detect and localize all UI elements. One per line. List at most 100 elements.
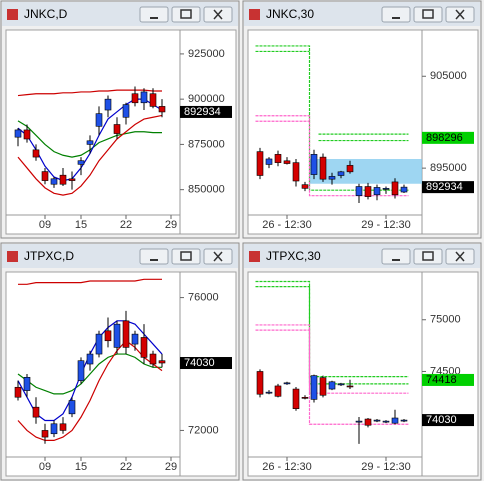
candle-body xyxy=(59,423,67,431)
button-face[interactable] xyxy=(139,6,169,23)
candle-body xyxy=(301,397,309,399)
chart-area xyxy=(5,29,237,235)
button-face[interactable] xyxy=(139,248,169,265)
candle-body xyxy=(77,360,85,381)
button-face[interactable] xyxy=(171,6,201,23)
y-tick-label: 905000 xyxy=(430,70,467,82)
x-tick-label: 22 xyxy=(120,461,132,473)
y-tick-label: 895000 xyxy=(430,162,467,174)
indicator-line xyxy=(255,280,409,378)
maximize-button[interactable] xyxy=(413,6,443,23)
button-glyph[interactable] xyxy=(213,9,223,20)
indicator-line xyxy=(255,115,409,197)
candle-body xyxy=(346,385,354,388)
button-face[interactable] xyxy=(413,248,443,265)
window-title: JTPXC,D xyxy=(24,249,74,263)
minimize-button[interactable] xyxy=(381,6,411,23)
candle-body xyxy=(104,330,112,342)
price-label-box xyxy=(422,131,474,144)
indicator-line xyxy=(17,89,162,97)
chart-area xyxy=(5,271,237,477)
candle-body xyxy=(95,333,103,355)
window-icon xyxy=(249,251,260,262)
candle-body xyxy=(337,171,345,176)
price-label-box xyxy=(180,357,232,370)
candle-body xyxy=(265,158,273,165)
button-glyph[interactable] xyxy=(455,251,465,262)
candle-body xyxy=(301,184,309,189)
y-tick-label: 925000 xyxy=(188,48,225,60)
candle-body xyxy=(158,360,166,364)
y-tick-label: 76000 xyxy=(188,291,219,303)
close-button[interactable] xyxy=(445,6,475,23)
button-face[interactable] xyxy=(381,6,411,23)
indicator-line xyxy=(18,278,162,285)
candle-body xyxy=(292,162,300,182)
price-label-box xyxy=(422,373,474,386)
price-label-box xyxy=(422,181,474,194)
window-title: JTPXC,30 xyxy=(266,249,321,263)
candle-body xyxy=(122,104,130,118)
x-tick-label: 29 - 12:30 xyxy=(361,219,411,231)
maximize-button[interactable] xyxy=(171,6,201,23)
candle-body xyxy=(68,178,76,181)
candle-body xyxy=(113,124,121,134)
window-icon xyxy=(7,251,18,262)
candle-body xyxy=(41,430,49,438)
candle-body xyxy=(14,129,22,138)
price-label: 898296 xyxy=(426,132,463,144)
x-tick-label: 22 xyxy=(120,219,132,231)
price-label: 74418 xyxy=(426,374,457,386)
candle-body xyxy=(149,353,157,365)
y-tick-label: 900000 xyxy=(188,93,225,105)
candle-body xyxy=(274,385,282,397)
button-glyph[interactable] xyxy=(180,251,192,261)
chart-window: JNKC,D 850000 875000 900000 925000 892934 09 15… xyxy=(0,0,240,239)
button-glyph[interactable] xyxy=(422,251,434,261)
candle-body xyxy=(391,417,399,424)
candle-body xyxy=(310,375,318,400)
candle-body xyxy=(355,186,363,197)
x-tick-label: 09 xyxy=(39,219,51,231)
candle-body xyxy=(140,91,148,104)
indicator-line xyxy=(17,114,163,196)
button-glyph[interactable] xyxy=(180,9,192,19)
close-button[interactable] xyxy=(445,248,475,265)
window-icon xyxy=(7,9,18,20)
candle-body xyxy=(364,186,372,197)
zone-band xyxy=(310,158,422,184)
button-glyph[interactable] xyxy=(213,251,223,262)
candle-body xyxy=(149,93,157,107)
candle-body xyxy=(400,186,408,193)
candle-body xyxy=(355,420,363,423)
x-tick-label: 29 xyxy=(165,461,177,473)
candle-body xyxy=(104,98,112,111)
indicator-line xyxy=(17,353,162,395)
close-button[interactable] xyxy=(203,6,233,23)
maximize-button[interactable] xyxy=(413,248,443,265)
candle-body xyxy=(319,156,327,180)
button-face[interactable] xyxy=(171,248,201,265)
close-button[interactable] xyxy=(203,248,233,265)
x-tick-label: 29 xyxy=(165,219,177,231)
price-label: 74030 xyxy=(184,357,215,369)
minimize-button[interactable] xyxy=(381,248,411,265)
price-label: 892934 xyxy=(426,181,463,193)
button-glyph[interactable] xyxy=(455,9,465,20)
maximize-button[interactable] xyxy=(171,248,201,265)
window-title: JNKC,D xyxy=(24,7,68,21)
button-glyph[interactable] xyxy=(422,9,434,19)
candle-body xyxy=(319,377,327,396)
candle-body xyxy=(140,337,148,358)
minimize-button[interactable] xyxy=(139,6,169,23)
button-face[interactable] xyxy=(413,6,443,23)
candle-body xyxy=(50,423,58,435)
candle-body xyxy=(382,188,390,190)
y-tick-label: 72000 xyxy=(188,424,219,436)
button-face[interactable] xyxy=(381,248,411,265)
minimize-button[interactable] xyxy=(139,248,169,265)
candle-body xyxy=(95,113,103,127)
candle-body xyxy=(256,371,264,395)
